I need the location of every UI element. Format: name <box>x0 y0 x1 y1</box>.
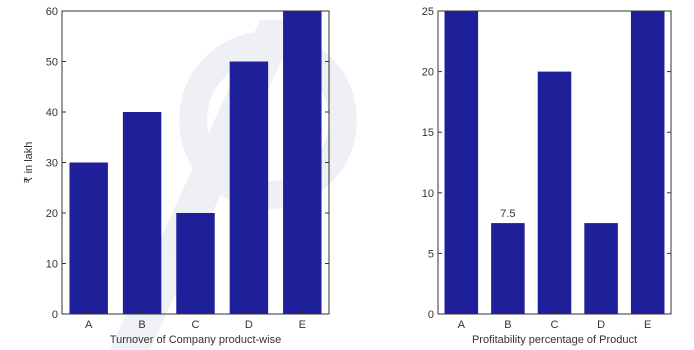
turnover-bar-a <box>69 162 108 314</box>
turnover-x-tick-label-e: E <box>299 319 306 331</box>
turnover-y-axis-title: ₹ in lakh <box>23 142 35 184</box>
turnover-y-tick-label: 20 <box>46 208 58 220</box>
profitability-bar-b <box>491 223 525 314</box>
turnover-bar-d <box>229 61 269 314</box>
turnover-bar-e <box>283 11 322 314</box>
profitability-bar-e <box>630 11 665 314</box>
profitability-bar-d <box>584 223 618 314</box>
profitability-bar-c <box>537 71 572 314</box>
turnover-x-tick-label-b: B <box>138 319 145 331</box>
turnover-chart: 0 10 20 30 40 50 60 A B C D E Turnover of Company pr… <box>23 6 330 346</box>
turnover-bar-c <box>176 213 215 314</box>
profitability-x-tick-label-b: B <box>504 319 511 331</box>
profitability-y-tick-label: 10 <box>422 188 434 200</box>
turnover-x-tick-label-c: C <box>192 319 200 331</box>
turnover-x-tick-label-a: A <box>85 319 93 331</box>
profitability-y-tick-label: 5 <box>428 248 434 260</box>
turnover-y-tick-label: 30 <box>46 158 58 170</box>
turnover-x-axis-title: Turnover of Company product-wise <box>110 334 281 346</box>
turnover-y-tick-label: 60 <box>46 6 58 18</box>
profitability-data-label: 7.5 <box>500 208 515 220</box>
turnover-bar-b <box>122 112 162 314</box>
profitability-x-tick-label-a: A <box>458 319 466 331</box>
turnover-y-tick-label: 40 <box>46 107 58 119</box>
profitability-y-tick-label: 15 <box>422 127 434 139</box>
profitability-y-tick-label: 0 <box>428 309 434 321</box>
profitability-x-tick-label-e: E <box>644 319 651 331</box>
profitability-x-axis-title: Profitability percentage of Product <box>472 334 637 346</box>
profitability-bar-a <box>444 11 479 314</box>
turnover-y-tick-label: 0 <box>52 309 58 321</box>
profitability-x-tick-label-c: C <box>551 319 559 331</box>
turnover-x-tick-label-d: D <box>245 319 253 331</box>
turnover-y-tick-label: 50 <box>46 57 58 69</box>
turnover-y-tick-label: 10 <box>46 259 58 271</box>
profitability-chart: 0 5 10 15 20 25 A B C D E Profitability percentage … <box>422 6 672 346</box>
profitability-x-tick-label-d: D <box>597 319 605 331</box>
profitability-y-tick-label: 25 <box>422 6 434 18</box>
profitability-y-tick-label: 20 <box>422 67 434 79</box>
